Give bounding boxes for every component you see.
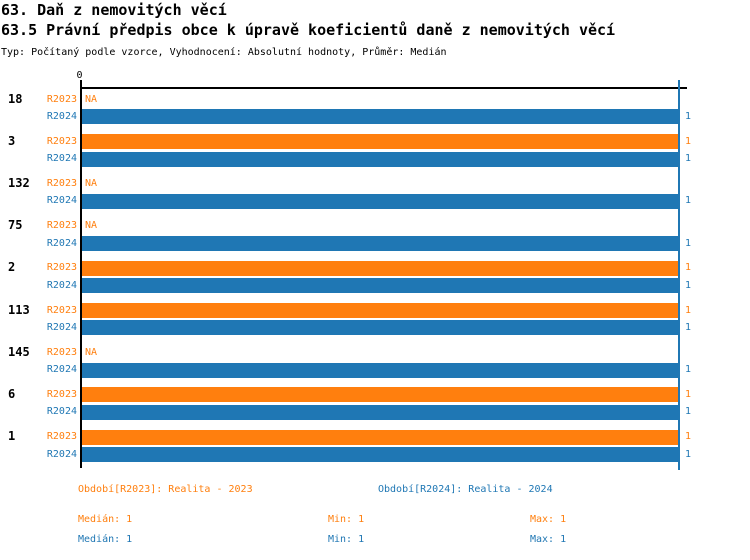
bar-value-label-r2024: 1	[685, 110, 692, 122]
series-label-r2023: R2023	[46, 388, 77, 400]
bar-r2024	[82, 278, 678, 294]
bar-value-label-r2024: 1	[685, 321, 692, 333]
bar-value-label-r2024: 1	[685, 364, 692, 376]
series-label-r2023: R2023	[46, 220, 77, 232]
bar-value-label-r2024: 1	[685, 237, 692, 249]
bar-value-label-r2024: 1	[685, 153, 692, 165]
bar-r2024	[82, 151, 678, 167]
y-axis-line	[80, 80, 82, 468]
bar-value-label-r2023: 1	[685, 304, 692, 316]
bar-value-label-r2023: 1	[685, 388, 692, 400]
stat-min-r2023: Min: 1	[328, 514, 365, 525]
category-label: 6	[8, 386, 16, 401]
bar-value-label-r2024: 1	[685, 448, 692, 460]
series-label-r2024: R2024	[46, 279, 77, 291]
na-label-r2023: NA	[85, 220, 98, 232]
category-label: 75	[8, 218, 23, 233]
na-label-r2023: NA	[85, 346, 98, 358]
na-label-r2023: NA	[85, 93, 98, 105]
category-label: 113	[8, 302, 30, 317]
series-label-r2023: R2023	[46, 177, 77, 189]
category-label: 2	[8, 260, 16, 275]
stat-min-r2024: Min: 1	[328, 534, 365, 545]
category-label: 1	[8, 429, 16, 444]
bar-value-label-r2024: 1	[685, 195, 692, 207]
stat-median-r2024: Medián: 1	[78, 534, 133, 545]
series-label-r2024: R2024	[46, 110, 77, 122]
series-label-r2024: R2024	[46, 321, 77, 333]
chart-meta-line: Typ: Počítaný podle vzorce, Vyhodnocení:…	[1, 47, 447, 58]
plot-area: 0 18 R2023 NA R2024 1 3 R2023 1 R2024 1 132 R2023 NA…	[8, 70, 692, 470]
category-label: 3	[8, 133, 16, 148]
category-label: 18	[8, 91, 23, 106]
chart-subtitle: 63.5 Právní předpis obce k úpravě koefic…	[1, 21, 616, 39]
series-label-r2023: R2023	[46, 135, 77, 147]
bar-value-label-r2024: 1	[685, 406, 692, 418]
legend-item-r2024: Období[R2024]: Realita - 2024	[378, 484, 553, 495]
series-label-r2024: R2024	[46, 153, 77, 165]
bar-value-label-r2023: 1	[685, 431, 692, 443]
bar-r2023	[82, 429, 678, 445]
bar-r2023	[82, 260, 678, 276]
series-label-r2024: R2024	[46, 448, 77, 460]
bar-value-label-r2023: 1	[685, 135, 692, 147]
x-axis-zero-tick-label: 0	[76, 70, 83, 81]
series-label-r2023: R2023	[46, 346, 77, 358]
bar-r2024	[82, 320, 678, 336]
median-reference-line	[678, 80, 680, 470]
series-label-r2024: R2024	[46, 237, 77, 249]
stat-max-r2024: Max: 1	[530, 534, 567, 545]
series-label-r2023: R2023	[46, 262, 77, 274]
bar-r2023	[82, 387, 678, 403]
series-label-r2024: R2024	[46, 406, 77, 418]
stat-max-r2023: Max: 1	[530, 514, 567, 525]
legend-item-r2023: Období[R2023]: Realita - 2023	[78, 484, 253, 495]
page-title: 63. Daň z nemovitých věcí	[1, 1, 227, 19]
series-label-r2023: R2023	[46, 93, 77, 105]
bar-r2024	[82, 362, 678, 378]
series-label-r2024: R2024	[46, 364, 77, 376]
na-label-r2023: NA	[85, 177, 98, 189]
bar-r2024	[82, 109, 678, 125]
bar-r2024	[82, 404, 678, 420]
bar-value-label-r2023: 1	[685, 262, 692, 274]
bar-r2024	[82, 193, 678, 209]
bar-r2024	[82, 447, 678, 462]
x-axis-line	[80, 87, 687, 89]
bar-r2024	[82, 236, 678, 251]
series-label-r2024: R2024	[46, 195, 77, 207]
category-label: 145	[8, 344, 30, 359]
stat-median-r2023: Medián: 1	[78, 514, 133, 525]
series-label-r2023: R2023	[46, 431, 77, 443]
bar-r2023	[82, 303, 678, 318]
series-label-r2023: R2023	[46, 304, 77, 316]
bar-r2023	[82, 134, 678, 150]
category-label: 132	[8, 175, 30, 190]
bar-value-label-r2024: 1	[685, 279, 692, 291]
